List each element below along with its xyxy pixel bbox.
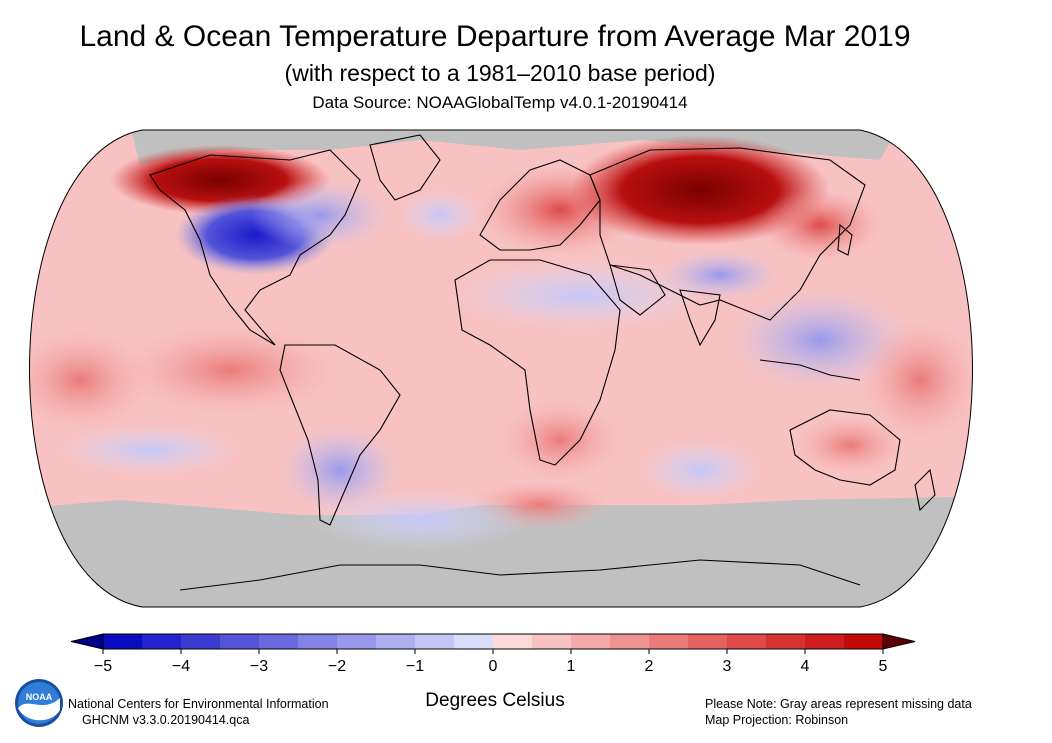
footer-notes: Please Note: Gray areas represent missin… <box>705 696 972 728</box>
southern-ocean-cool-anomaly <box>310 490 530 550</box>
legend-swatch <box>727 634 767 649</box>
new-zealand-outline <box>914 468 936 512</box>
noaa-logo: NOAA <box>15 679 63 727</box>
north-atlantic-cool-anomaly <box>400 190 480 240</box>
greenland-outline <box>369 134 441 201</box>
legend-swatch <box>649 634 689 649</box>
data-source: Data Source: NOAAGlobalTemp v4.0.1-20190… <box>312 93 688 112</box>
legend-swatch <box>610 634 650 649</box>
svg-text:NOAA: NOAA <box>26 692 53 702</box>
australia-warm-anomaly <box>795 415 905 475</box>
legend-swatch <box>805 634 845 649</box>
legend-tick-label: 2 <box>645 658 654 675</box>
legend-swatch <box>415 634 455 649</box>
map-title: Land & Ocean Temperature Departure from … <box>79 20 911 53</box>
west-pacific-warm-anomaly <box>29 330 150 430</box>
india-outline <box>679 289 721 347</box>
legend-tick-label: 1 <box>567 658 576 675</box>
legend-tick-label: −3 <box>250 658 268 675</box>
legend-swatch <box>688 634 728 649</box>
missing-data-north <box>130 130 900 165</box>
legend-swatch <box>298 634 338 649</box>
north-america-outline <box>149 149 361 346</box>
org-name: National Centers for Environmental Infor… <box>68 697 329 711</box>
legend-tick-label: −4 <box>172 658 190 675</box>
legend-swatch <box>337 634 377 649</box>
africa-outline <box>454 259 621 466</box>
legend-swatch <box>142 634 182 649</box>
legend-tick-label: 0 <box>489 658 498 675</box>
legend-swatch <box>103 634 143 649</box>
map-subtitle: (with respect to a 1981–2010 base period… <box>284 60 716 86</box>
legend-swatch <box>259 634 299 649</box>
south-pacific-cool-anomaly <box>60 425 240 475</box>
legend-tick-label: −5 <box>94 658 112 675</box>
legend-tick-label: 3 <box>723 658 732 675</box>
legend-swatch <box>454 634 494 649</box>
central-pacific-warm-anomaly <box>860 320 973 440</box>
south-america-outline <box>279 344 401 526</box>
japan-outline <box>837 223 853 256</box>
dataset-version: GHCNM v3.3.0.20190414.qca <box>82 713 250 727</box>
australia-outline <box>789 409 901 486</box>
asia-outline <box>589 147 866 321</box>
legend-under-arrow <box>70 633 104 650</box>
antarctica-outline <box>179 559 861 591</box>
legend-tick-label: −1 <box>406 658 424 675</box>
legend-swatch <box>766 634 806 649</box>
missing-data-note: Please Note: Gray areas represent missin… <box>705 697 972 711</box>
legend-swatch <box>493 634 533 649</box>
legend-swatch <box>220 634 260 649</box>
legend-over-arrow <box>882 633 916 650</box>
indian-ocean-cool-anomaly <box>640 440 760 500</box>
missing-data-south <box>29 495 973 607</box>
legend-tick-label: 5 <box>879 658 888 675</box>
legend-tick-label: 4 <box>801 658 810 675</box>
globe-border <box>29 129 973 608</box>
arabia-outline <box>609 264 666 316</box>
legend-units: Degrees Celsius <box>425 690 565 711</box>
legend-tick-label: −2 <box>328 658 346 675</box>
legend-swatch <box>181 634 221 649</box>
legend-swatch <box>571 634 611 649</box>
central-asia-cool-anomaly <box>660 250 780 300</box>
eastern-canada-cool-anomaly <box>250 180 390 250</box>
projection-note: Map Projection: Robinson <box>705 713 849 727</box>
footer-organization: National Centers for Environmental Infor… <box>68 696 329 728</box>
legend-swatch <box>532 634 572 649</box>
coastlines <box>149 134 936 591</box>
indonesia-outline <box>759 359 861 381</box>
legend-swatch <box>376 634 416 649</box>
legend-swatch <box>844 634 884 649</box>
